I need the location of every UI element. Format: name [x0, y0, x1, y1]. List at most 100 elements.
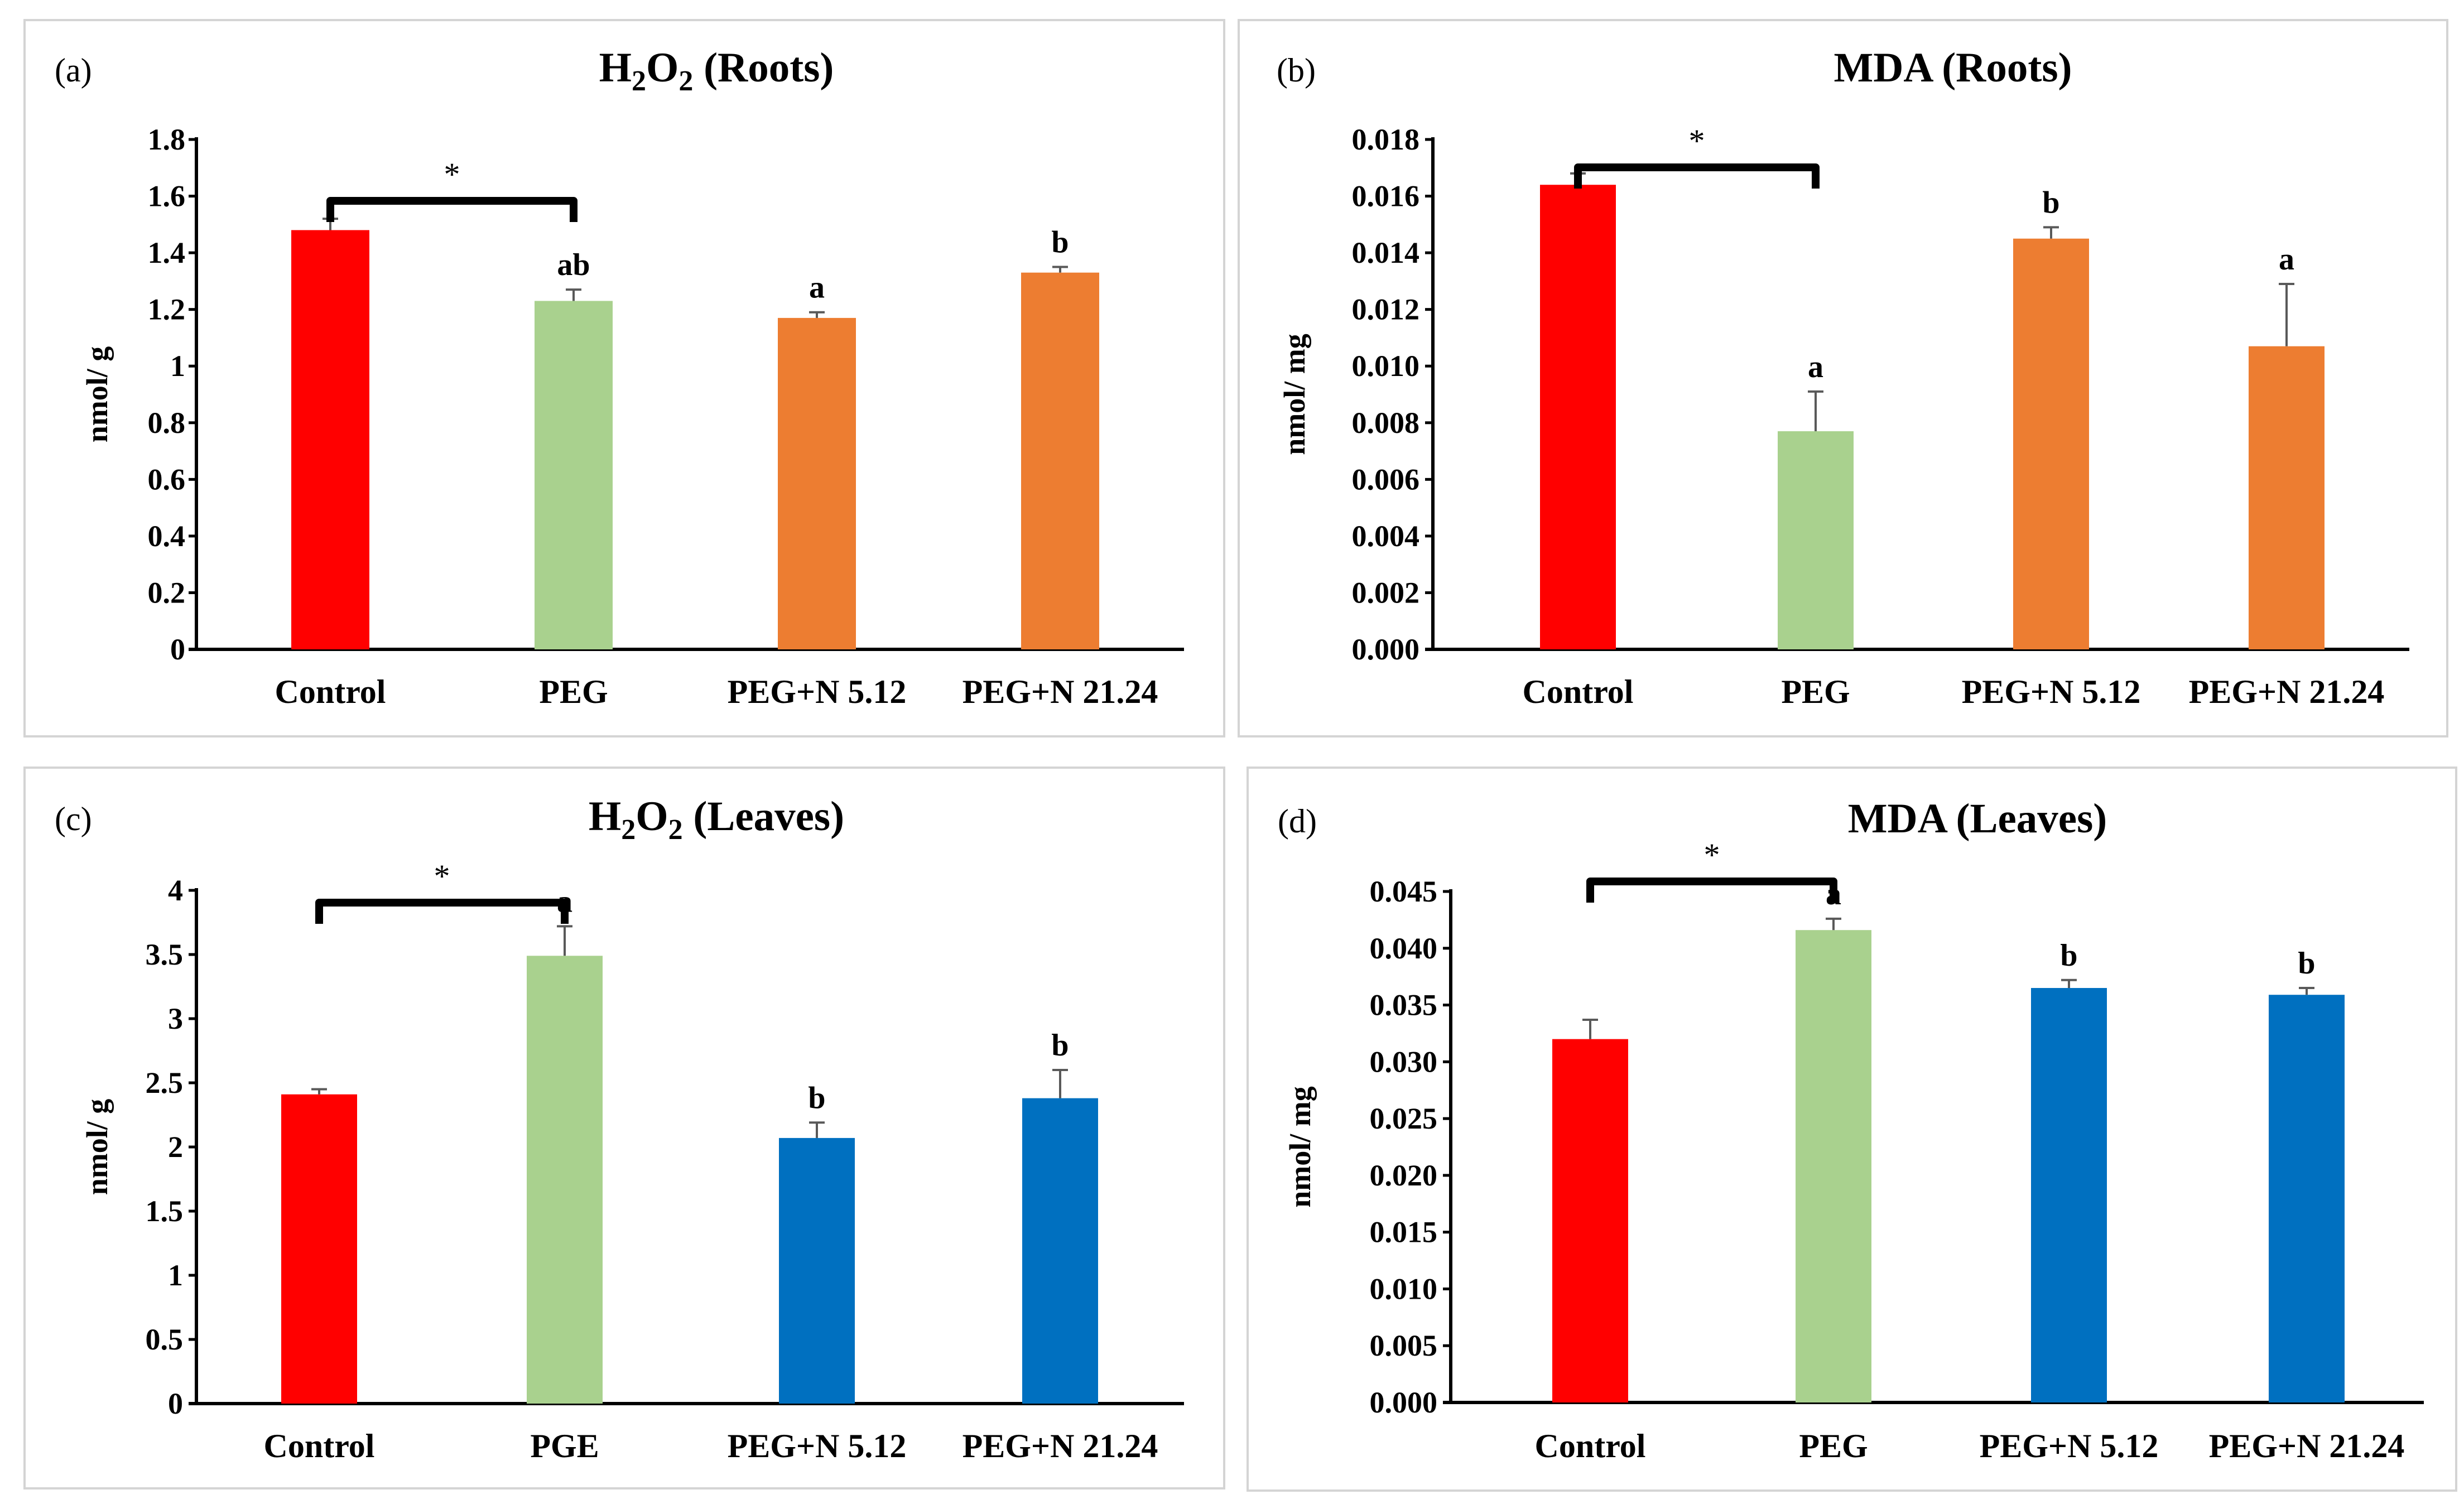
y-tick-label: 0.5 — [146, 1323, 184, 1356]
bar-1 — [291, 230, 369, 649]
significance-letter: b — [1051, 225, 1069, 260]
category-label: PEG — [1799, 1428, 1868, 1464]
significance-letter: b — [2060, 938, 2077, 973]
bar-4 — [1021, 272, 1099, 650]
y-tick-label: 0.004 — [1352, 519, 1420, 553]
chart-title: MDA (Roots) — [1833, 45, 2072, 91]
y-tick-label: 0.000 — [1352, 633, 1420, 666]
category-label: PEG+N 21.24 — [2189, 673, 2385, 710]
y-axis-label: nmol/ g — [80, 1099, 114, 1196]
category-label: PEG — [539, 673, 608, 710]
chart-title: MDA (Leaves) — [1848, 796, 2107, 842]
y-axis-label: nmol/ mg — [1283, 1086, 1317, 1208]
bar-3 — [779, 1137, 855, 1404]
y-tick-label: 0.006 — [1352, 462, 1420, 496]
bar-4 — [1022, 1098, 1098, 1404]
y-tick-label: 0.018 — [1352, 123, 1420, 156]
significance-letter: a — [809, 271, 825, 305]
y-tick-label: 1 — [168, 1259, 183, 1292]
panel-label: (b) — [1277, 52, 1316, 89]
category-label: PGE — [530, 1428, 599, 1464]
y-tick-label: 1.4 — [148, 236, 186, 269]
chart-title: H2O2 (Roots) — [599, 45, 834, 97]
panel-label: (c) — [55, 801, 92, 837]
y-tick-label: 1.8 — [148, 123, 186, 156]
chart-svg: (d) MDA (Leaves) nmol/ mg 0.000 0.005 0.010 0.… — [1278, 796, 2424, 1464]
y-tick-label: 1 — [170, 349, 185, 383]
category-label: PEG+N 5.12 — [1962, 673, 2141, 710]
bar-3 — [2013, 238, 2089, 649]
bar-2 — [527, 956, 603, 1404]
y-tick-label: 0 — [170, 633, 185, 666]
y-tick-label: 0.005 — [1370, 1329, 1438, 1362]
significance-letter: b — [2042, 185, 2059, 220]
significance-star: * — [1704, 837, 1720, 873]
chart-panel-d: (d) MDA (Leaves) nmol/ mg 0.000 0.005 0.010 0.… — [1247, 767, 2457, 1492]
y-tick-label: 0.030 — [1370, 1045, 1438, 1078]
significance-letter: a — [2279, 242, 2294, 277]
bar-2 — [1778, 431, 1854, 649]
significance-bracket — [326, 197, 578, 222]
y-tick-label: 0.6 — [148, 462, 186, 496]
category-label: PEG+N 5.12 — [1980, 1428, 2159, 1464]
significance-bracket — [315, 899, 569, 924]
category-label: Control — [264, 1428, 375, 1464]
bar-1 — [1540, 185, 1616, 649]
y-tick-label: 0.015 — [1370, 1216, 1438, 1249]
chart-panel-c: (c) H2O2 (Leaves) nmol/ g 0 0.5 1 1.5 2 2.5 3 3.5 4… — [23, 767, 1225, 1489]
bar-3 — [2031, 988, 2107, 1402]
chart-svg: (c) H2O2 (Leaves) nmol/ g 0 0.5 1 1.5 2 2.5 3 3.5 4… — [55, 793, 1184, 1464]
category-label: PEG+N 21.24 — [2209, 1428, 2405, 1464]
bar-1 — [281, 1094, 357, 1404]
y-tick-label: 0.8 — [148, 406, 186, 440]
y-tick-label: 0.4 — [148, 519, 186, 553]
category-label: Control — [1523, 673, 1634, 710]
category-label: PEG+N 5.12 — [728, 673, 907, 710]
y-tick-label: 0 — [168, 1387, 183, 1420]
significance-star: * — [434, 858, 450, 894]
significance-letter: b — [2298, 946, 2315, 981]
y-tick-label: 3 — [168, 1002, 183, 1035]
category-label: Control — [275, 673, 386, 710]
bar-1 — [1552, 1039, 1628, 1402]
y-tick-label: 2.5 — [146, 1066, 184, 1100]
category-label: PEG+N 5.12 — [728, 1428, 907, 1464]
significance-letter: b — [1051, 1028, 1069, 1063]
bar-4 — [2249, 346, 2325, 649]
chart-svg: (a) H2O2 (Roots) nmol/ g 0 0.2 0.4 0.6 0.8 1 1.2 1… — [55, 45, 1184, 710]
y-tick-label: 0.045 — [1370, 875, 1438, 908]
y-tick-label: 0.008 — [1352, 406, 1420, 440]
significance-letter: ab — [557, 248, 590, 282]
y-tick-label: 0.020 — [1370, 1159, 1438, 1192]
category-label: PEG+N 21.24 — [963, 1428, 1158, 1464]
y-tick-label: 0.035 — [1370, 989, 1438, 1022]
y-tick-label: 3.5 — [146, 938, 184, 971]
chart-panel-b: (b) MDA (Roots) nmol/ mg 0.000 0.002 0.004 0.0… — [1238, 19, 2448, 737]
y-tick-label: 0.040 — [1370, 932, 1438, 965]
y-tick-label: 1.5 — [146, 1194, 184, 1228]
y-tick-label: 0.012 — [1352, 293, 1420, 326]
y-tick-label: 0.002 — [1352, 576, 1420, 609]
bar-2 — [1796, 930, 1871, 1402]
bar-3 — [778, 317, 856, 649]
panel-label: (a) — [55, 52, 92, 89]
y-tick-label: 1.6 — [148, 180, 186, 213]
y-tick-label: 0.025 — [1370, 1102, 1438, 1135]
y-tick-label: 2 — [168, 1130, 183, 1164]
significance-letter: a — [1808, 350, 1823, 384]
category-label: PEG — [1781, 673, 1850, 710]
bar-2 — [535, 301, 613, 649]
significance-bracket — [1574, 163, 1820, 189]
y-tick-label: 0.016 — [1352, 180, 1420, 213]
y-tick-label: 1.2 — [148, 293, 186, 326]
chart-svg: (b) MDA (Roots) nmol/ mg 0.000 0.002 0.004 0.0… — [1277, 45, 2409, 710]
significance-star: * — [444, 156, 460, 192]
y-axis-label: nmol/ mg — [1278, 334, 1311, 455]
significance-star: * — [1689, 123, 1705, 159]
y-tick-label: 0.2 — [148, 576, 186, 609]
y-tick-label: 0.010 — [1352, 349, 1420, 383]
category-label: Control — [1535, 1428, 1646, 1464]
panel-label: (d) — [1278, 803, 1317, 840]
category-label: PEG+N 21.24 — [963, 673, 1158, 710]
y-axis-label: nmol/ g — [80, 346, 114, 443]
